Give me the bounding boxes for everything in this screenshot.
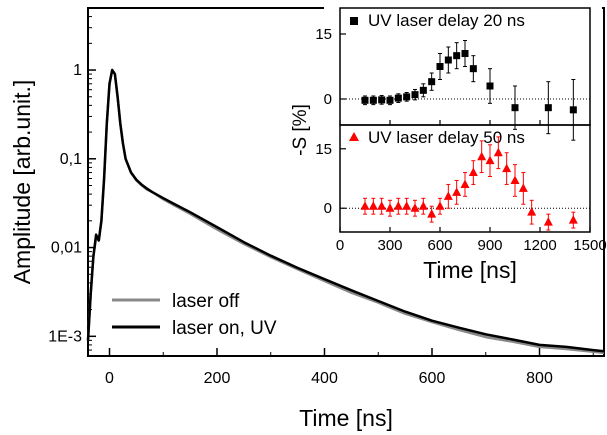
inset-data-point [385,203,395,212]
inset-data-point [469,65,477,73]
inset-data-point [410,203,420,212]
inset-data-point [452,187,462,196]
inset-x-tick-label: 600 [427,237,452,254]
inset-data-point [527,207,537,216]
inset-data-point [468,167,478,177]
inset-data-point [569,106,577,114]
inset-data-point [393,201,403,210]
inset-data-point [511,104,519,112]
main-y-tick-label: 0,1 [60,151,82,168]
inset-data-point [403,93,411,101]
inset-x-tick-label: 900 [477,237,502,254]
main-series-group [86,68,605,355]
main-x-tick-label: 600 [419,370,446,387]
main-legend: laser off laser on, UV [112,291,277,339]
inset-legend-marker [349,132,359,141]
legend-label-laser-on: laser on, UV [172,318,277,339]
series-line-laser-on [86,68,605,353]
legend-label-laser-off: laser off [172,291,240,312]
inset-data-point [411,91,419,99]
main-x-tick-label: 400 [311,370,338,387]
main-x-tick-label: 800 [526,370,553,387]
inset-data-point [493,147,503,157]
inset-data-point [427,209,437,218]
inset-y-axis-label: -S [%] [290,104,311,156]
inset-data-point [377,201,387,210]
inset-data-point [460,179,470,188]
inset-data-point [485,155,495,165]
inset-data-point [502,163,512,173]
inset-data-point [360,201,370,210]
main-y-ticks: 1E-3 0,01 0,1 1 [48,7,96,357]
main-x-ticks: 0 200 400 600 800 [105,348,594,387]
main-x-tick-label: 0 [105,370,114,387]
inset-data-point [386,96,394,104]
inset-data-point [418,201,428,210]
inset-data-point [544,104,552,112]
inset-data-point [435,201,445,210]
inset-data-point [477,151,487,161]
inset-data-point [378,96,386,104]
main-x-tick-label: 200 [204,370,231,387]
inset-y-tick-label: 15 [315,141,332,158]
inset-legend-marker [350,17,358,25]
inset-data-point [369,96,377,104]
inset-data-point [568,215,578,224]
inset-data-point [543,217,553,226]
inset-panel-frame [339,124,591,233]
inset-data-point [419,86,427,94]
inset-x-tick-label: 1500 [573,237,606,254]
inset-data-point [436,63,444,70]
inset-y-tick-label: 0 [324,91,332,108]
inset-data-point [443,191,453,200]
inset-data-point [510,175,520,184]
inset-x-axis-label: Time [ns] [423,257,517,283]
main-y-tick-label: 1E-3 [48,328,82,345]
inset-x-tick-label: 1200 [523,237,556,254]
inset-legend-label: UV laser delay 50 ns [368,128,525,147]
inset-data-point [461,50,469,57]
inset-x-tick-label: 300 [377,237,402,254]
inset-y-tick-label: 0 [324,200,332,217]
inset-data-point [428,78,436,86]
inset-y-tick-label: 15 [315,26,332,43]
inset-x-tick-label: 0 [336,237,344,254]
inset-data-point [394,94,402,102]
inset-legend-label: UV laser delay 20 ns [368,11,525,30]
inset-data-point [518,183,528,192]
inset-data-point [402,201,412,210]
main-x-axis-label: Time [ns] [299,405,393,431]
main-y-tick-label: 1 [73,62,82,79]
inset-data-point [368,201,378,210]
main-y-axis-label: Amplitude [arb.unit.] [9,80,35,285]
inset-data-point [486,82,494,90]
main-y-tick-label: 0,01 [51,240,82,257]
inset-data-point [444,56,452,64]
inset-panel-1: 0 15 UV laser delay 20 ns [315,7,591,141]
inset-data-point [453,52,461,60]
inset-data-point [361,96,369,104]
